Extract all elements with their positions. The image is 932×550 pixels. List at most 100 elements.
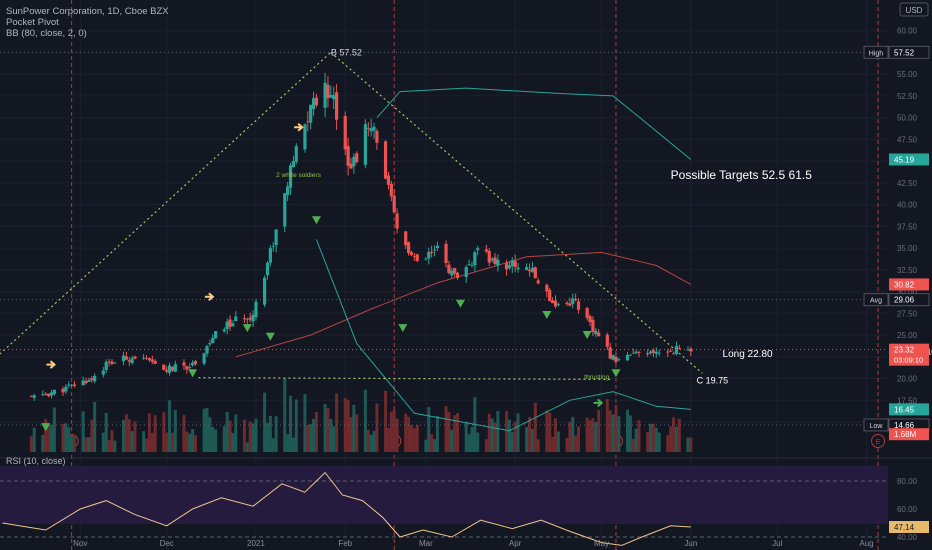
- volume-bar: [571, 416, 575, 452]
- volume-bar: [291, 437, 295, 452]
- volume-bar: [427, 406, 431, 452]
- pocket-pivot-triangle-icon: [242, 324, 252, 333]
- candle-body: [631, 352, 635, 354]
- rsi-line: [0, 471, 888, 546]
- candle-body: [326, 84, 330, 99]
- bb-basis-line: [235, 251, 692, 358]
- rsi-title[interactable]: RSI (10, close): [6, 456, 66, 466]
- time-tick-label: Jun: [684, 539, 697, 548]
- candle-body: [222, 329, 226, 332]
- rsi-series-line: [2, 471, 691, 546]
- candle-body: [335, 92, 339, 120]
- candle-body: [225, 321, 229, 330]
- volume-bar: [672, 417, 676, 452]
- candle-body: [625, 355, 630, 361]
- candle-body: [294, 146, 298, 162]
- price-label-name: Avg: [870, 298, 882, 305]
- volume-bar: [430, 434, 434, 452]
- volume-bar: [182, 415, 186, 452]
- price-tick-label: 52.50: [897, 92, 918, 101]
- candle-body: [574, 298, 578, 301]
- candle-body: [551, 300, 555, 304]
- volume-bar: [617, 416, 621, 452]
- currency-badge[interactable]: [899, 2, 929, 17]
- time-axis[interactable]: NovDec2021FebMarAprMayJunJulAugSep: [73, 539, 932, 548]
- volume-bar: [496, 411, 500, 452]
- indicator-pocket-pivot[interactable]: Pocket Pivot: [6, 17, 59, 28]
- chart-annotation: Long 22.80: [723, 349, 773, 360]
- candle-body: [525, 267, 529, 271]
- volume-bar: [225, 412, 229, 452]
- candle-body: [674, 346, 679, 355]
- candle-body: [150, 359, 154, 362]
- volume-bar: [153, 415, 157, 452]
- volume-bar: [597, 410, 601, 452]
- price-label-badge: [888, 293, 930, 307]
- volume-bar: [548, 412, 552, 452]
- volume-bar: [47, 424, 51, 452]
- volume-bar: [649, 423, 653, 452]
- volume-bar: [191, 429, 195, 452]
- volume-bar: [188, 433, 192, 452]
- candle-body: [202, 353, 206, 364]
- price-label-badge: [889, 153, 929, 166]
- candle-body: [311, 98, 316, 110]
- pocket-pivot-markers: [41, 122, 621, 432]
- bb-upper-line: [376, 87, 692, 160]
- volume-bar: [286, 434, 290, 452]
- pocket-pivot-triangle-icon: [311, 216, 321, 225]
- volume-bar: [363, 389, 367, 452]
- volume-bar: [404, 413, 408, 452]
- time-tick-label: May: [594, 539, 609, 548]
- candle-body: [84, 381, 88, 384]
- volume-bar: [64, 423, 68, 452]
- volume-bar: [124, 414, 128, 452]
- trendlines[interactable]: [0, 51, 888, 426]
- volume-bar: [211, 427, 215, 452]
- price-label-value: 57.52: [894, 48, 915, 57]
- candle-body: [182, 362, 186, 366]
- candle-body: [283, 193, 287, 227]
- candle-body: [533, 267, 537, 279]
- volume-bar: [251, 423, 255, 452]
- volume-bars: [29, 378, 693, 452]
- price-tick-label: 37.50: [897, 222, 918, 231]
- volume-bar: [533, 402, 537, 452]
- volume-bar: [389, 411, 393, 452]
- candle-body: [64, 386, 68, 392]
- volume-bar: [456, 413, 460, 452]
- candle-body: [234, 316, 238, 321]
- volume-bar: [93, 401, 97, 452]
- candle-body: [496, 259, 500, 266]
- candle-body: [430, 251, 434, 254]
- earnings-marker-icon[interactable]: [871, 434, 886, 448]
- price-label-tag: [863, 45, 889, 59]
- volume-bar: [654, 427, 658, 452]
- rsi-current-label: 47.14: [894, 523, 915, 532]
- pocket-pivot-triangle-icon: [41, 423, 51, 432]
- indicator-bb[interactable]: BB (80, close, 2, 0): [6, 28, 87, 39]
- volume-bar: [329, 419, 333, 452]
- chart-annotation: B 57.52: [331, 47, 362, 57]
- volume-bar: [415, 424, 419, 452]
- candle-body: [424, 258, 428, 260]
- candle-body: [286, 186, 290, 196]
- price-tick-label: 55.00: [897, 70, 918, 79]
- time-tick-label: Dec: [160, 539, 174, 548]
- volume-bar: [254, 418, 258, 452]
- candle-body: [110, 361, 114, 364]
- volume-bar: [447, 411, 451, 452]
- volume-bar: [274, 416, 278, 452]
- candle-body: [473, 252, 477, 266]
- candle-body: [265, 262, 270, 276]
- volume-bar: [467, 434, 471, 452]
- volume-bar: [513, 421, 517, 452]
- candle-body: [455, 272, 460, 278]
- volume-bar: [49, 424, 53, 452]
- volume-bar: [594, 422, 598, 452]
- volume-bar: [409, 425, 413, 452]
- candle-body: [61, 388, 65, 393]
- rsi-band: [0, 466, 888, 524]
- price-tick-label: 30.00: [897, 288, 918, 297]
